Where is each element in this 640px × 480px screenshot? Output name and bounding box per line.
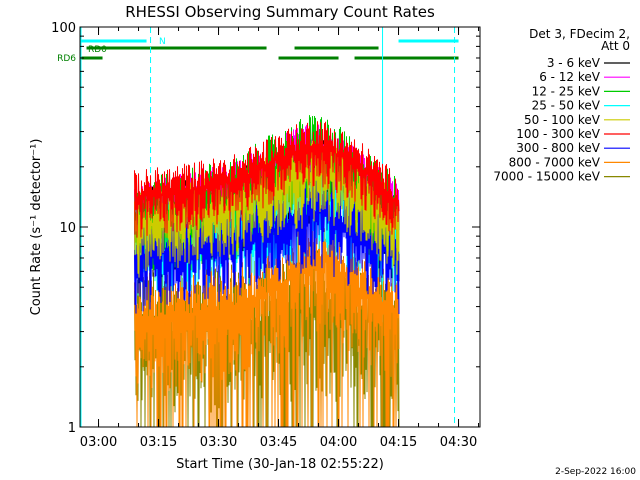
y-axis-label: Count Rate (s⁻¹ detector⁻¹) <box>29 139 44 316</box>
footer-date: 2-Sep-2022 16:00 <box>555 467 636 477</box>
y-tick-label: 100 <box>51 21 76 36</box>
legend-header: Att 0 <box>601 39 630 53</box>
x-tick-label: 04:30 <box>440 435 477 450</box>
legend-entry-label: 12 - 25 keV <box>532 84 601 98</box>
chart-title: RHESSI Observing Summary Count Rates <box>125 3 435 21</box>
x-axis: 03:00 03:15 03:30 03:45 04:00 04:15 04:30 <box>80 27 480 450</box>
legend-entry-label: 7000 - 15000 keV <box>493 170 600 184</box>
legend-entry-label: 3 - 6 keV <box>547 56 601 70</box>
legend-entry-label: 50 - 100 keV <box>524 113 601 127</box>
series-line <box>134 212 400 428</box>
y-tick-label: 10 <box>59 221 76 236</box>
x-tick-label: 03:15 <box>140 435 177 450</box>
y-tick-label: 1 <box>68 421 76 436</box>
y-axis: 1 10 100 <box>51 21 480 436</box>
x-tick-label: 03:00 <box>80 435 117 450</box>
flag-label: RD0 <box>88 45 107 55</box>
legend-entry-label: 6 - 12 keV <box>539 70 601 84</box>
legend-entry-label: 300 - 800 keV <box>516 141 600 155</box>
x-tick-label: 04:15 <box>380 435 417 450</box>
series-line <box>134 121 400 238</box>
flag-label: RD6 <box>57 54 76 64</box>
x-tick-label: 03:45 <box>260 435 297 450</box>
x-tick-label: 04:00 <box>320 435 357 450</box>
flags-layer: N RD0 RD6 <box>57 37 459 64</box>
legend-header: Det 3, FDecim 2, <box>529 27 630 41</box>
flag-label: N <box>159 37 166 47</box>
x-tick-label: 03:30 <box>200 435 237 450</box>
series-layer <box>134 115 400 428</box>
legend-entry-label: 800 - 7000 keV <box>509 155 601 169</box>
x-axis-label: Start Time (30-Jan-18 02:55:22) <box>176 457 384 472</box>
legend-entry-label: 100 - 300 keV <box>516 127 600 141</box>
legend-entry-label: 25 - 50 keV <box>532 99 601 113</box>
